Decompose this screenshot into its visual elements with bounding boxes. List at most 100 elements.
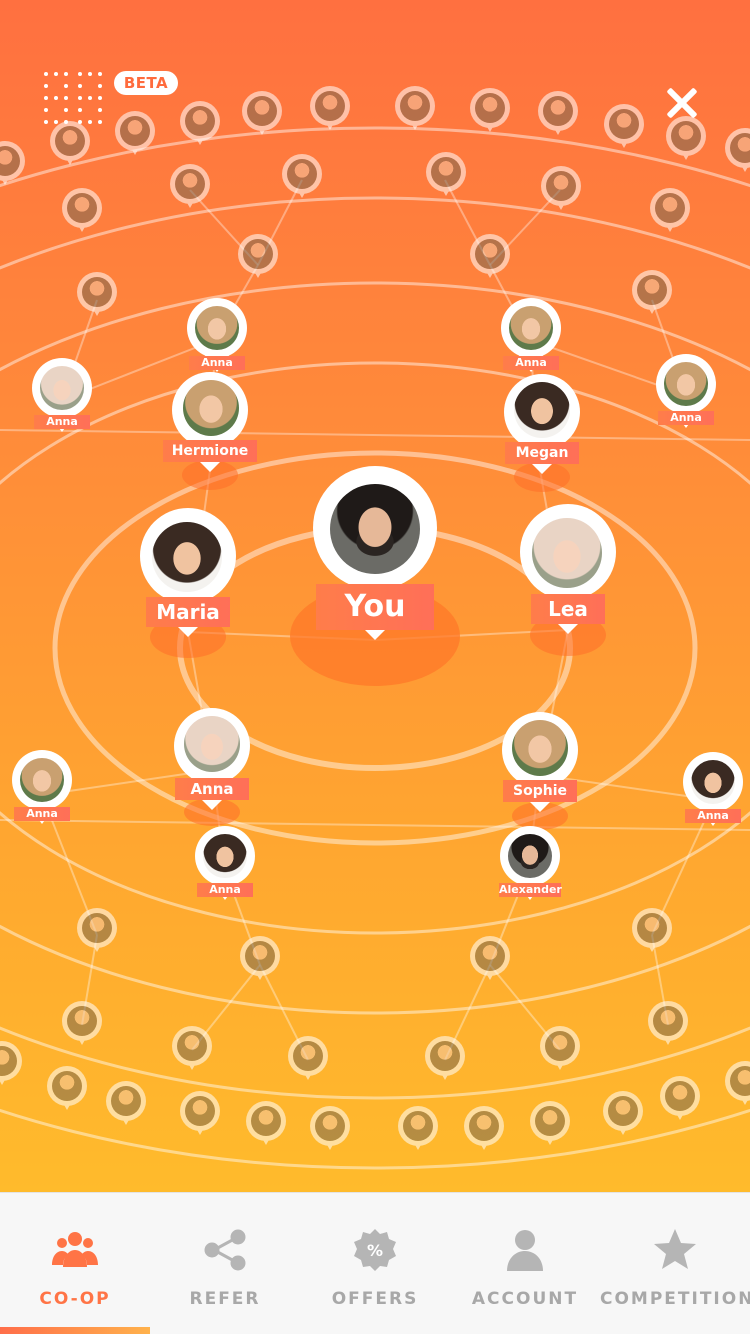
friend-label: Maria — [146, 597, 230, 627]
background-pin — [470, 88, 510, 136]
friend-label: Anna — [658, 411, 714, 425]
tab-refer[interactable]: REFER — [150, 1193, 300, 1334]
you-label: You — [316, 584, 434, 630]
avatar — [664, 362, 708, 406]
friend-pin-alexander[interactable]: Alexander — [490, 826, 570, 916]
app-logo — [42, 70, 104, 128]
background-pin — [62, 188, 102, 236]
background-pin — [632, 270, 672, 318]
background-pin — [603, 1091, 643, 1139]
background-pin — [650, 188, 690, 236]
friend-pin-anna[interactable]: Anna — [5, 750, 79, 840]
avatar — [508, 834, 552, 878]
background-pin — [240, 936, 280, 984]
background-pin — [464, 1106, 504, 1154]
background-pin — [242, 91, 282, 139]
star-icon — [654, 1229, 696, 1269]
background-pin — [725, 1061, 750, 1109]
background-pin — [77, 908, 117, 956]
background-pin — [725, 128, 750, 176]
friend-label: Hermione — [163, 440, 257, 462]
background-pin — [47, 1066, 87, 1114]
friend-label: Megan — [505, 442, 579, 464]
avatar — [184, 716, 240, 772]
active-tab-indicator — [0, 1327, 150, 1334]
background-pin — [106, 1081, 146, 1129]
background-pin — [604, 104, 644, 152]
background-pin — [0, 141, 25, 189]
background-pin — [238, 234, 278, 282]
background-pin — [50, 121, 90, 169]
background-pin — [398, 1106, 438, 1154]
background-pin — [632, 908, 672, 956]
tab-label: COMPETITION — [600, 1289, 750, 1309]
tab-label: ACCOUNT — [471, 1289, 579, 1309]
friend-pin-anna[interactable]: Anna — [25, 358, 99, 448]
tab-label: CO-OP — [39, 1289, 111, 1309]
background-pin — [648, 1001, 688, 1049]
background-pin — [310, 1106, 350, 1154]
friend-label: Lea — [531, 594, 605, 624]
friend-label: Sophie — [503, 780, 577, 802]
background-pin — [395, 86, 435, 134]
avatar — [195, 306, 239, 350]
friend-pin-anna[interactable]: Anna — [188, 826, 262, 916]
friend-label: Anna — [34, 415, 90, 429]
user-icon — [507, 1230, 543, 1271]
friend-pin-maria[interactable]: Maria — [138, 508, 238, 658]
friend-label: Anna — [197, 883, 253, 897]
background-pin — [62, 1001, 102, 1049]
background-pin — [172, 1026, 212, 1074]
tab-co-op[interactable]: CO-OP — [0, 1193, 150, 1334]
friend-pin-lea[interactable]: Lea — [518, 504, 618, 658]
tab-offers[interactable]: % OFFERS — [300, 1193, 450, 1334]
you-pin[interactable]: You — [290, 466, 460, 686]
background-pin — [282, 154, 322, 202]
friend-pin-hermione[interactable]: Hermione — [160, 372, 260, 492]
friend-label: Anna — [503, 356, 559, 370]
tab-competition[interactable]: COMPETITION — [600, 1193, 750, 1334]
background-pin — [530, 1101, 570, 1149]
background-pin — [115, 111, 155, 159]
friend-label: Anna — [189, 356, 245, 370]
beta-badge: BETA — [114, 71, 178, 95]
avatar — [183, 380, 239, 436]
background-pin — [180, 1091, 220, 1139]
background-pin — [170, 164, 210, 212]
friend-label: Alexander — [499, 883, 562, 897]
avatar — [152, 522, 222, 592]
friend-label: Anna — [14, 807, 70, 821]
tab-account[interactable]: ACCOUNT — [450, 1193, 600, 1334]
friend-pin-anna[interactable]: Anna — [180, 298, 254, 388]
background-pin — [77, 272, 117, 320]
background-pin — [541, 166, 581, 214]
avatar — [509, 306, 553, 350]
friend-pin-anna[interactable]: Anna — [494, 298, 568, 388]
background-pin — [540, 1026, 580, 1074]
friend-pin-anna[interactable]: Anna — [162, 708, 262, 828]
tab-label: OFFERS — [331, 1289, 419, 1309]
friend-label: Anna — [175, 778, 249, 800]
background-pin — [426, 152, 466, 200]
background-pin — [666, 116, 706, 164]
tab-bar: CO-OP REFER % OFFERS ACCOUNT — [0, 1192, 750, 1334]
tab-label: REFER — [189, 1289, 261, 1309]
friend-pin-megan[interactable]: Megan — [492, 374, 592, 494]
friend-pin-anna[interactable]: Anna — [649, 354, 723, 444]
you-avatar — [330, 484, 420, 574]
background-pin — [246, 1101, 286, 1149]
background-pin — [310, 86, 350, 134]
background-pin — [538, 91, 578, 139]
share-icon — [204, 1229, 246, 1271]
avatar — [203, 834, 247, 878]
percent-badge-icon: % — [354, 1229, 396, 1271]
group-icon — [52, 1232, 98, 1267]
network-map: BETA You Maria Lea — [0, 0, 750, 1192]
avatar — [20, 758, 64, 802]
background-pin — [180, 101, 220, 149]
svg-text:%: % — [367, 1241, 383, 1260]
friend-pin-anna[interactable]: Anna — [676, 752, 750, 842]
friend-pin-sophie[interactable]: Sophie — [490, 712, 590, 832]
background-pin — [288, 1036, 328, 1084]
